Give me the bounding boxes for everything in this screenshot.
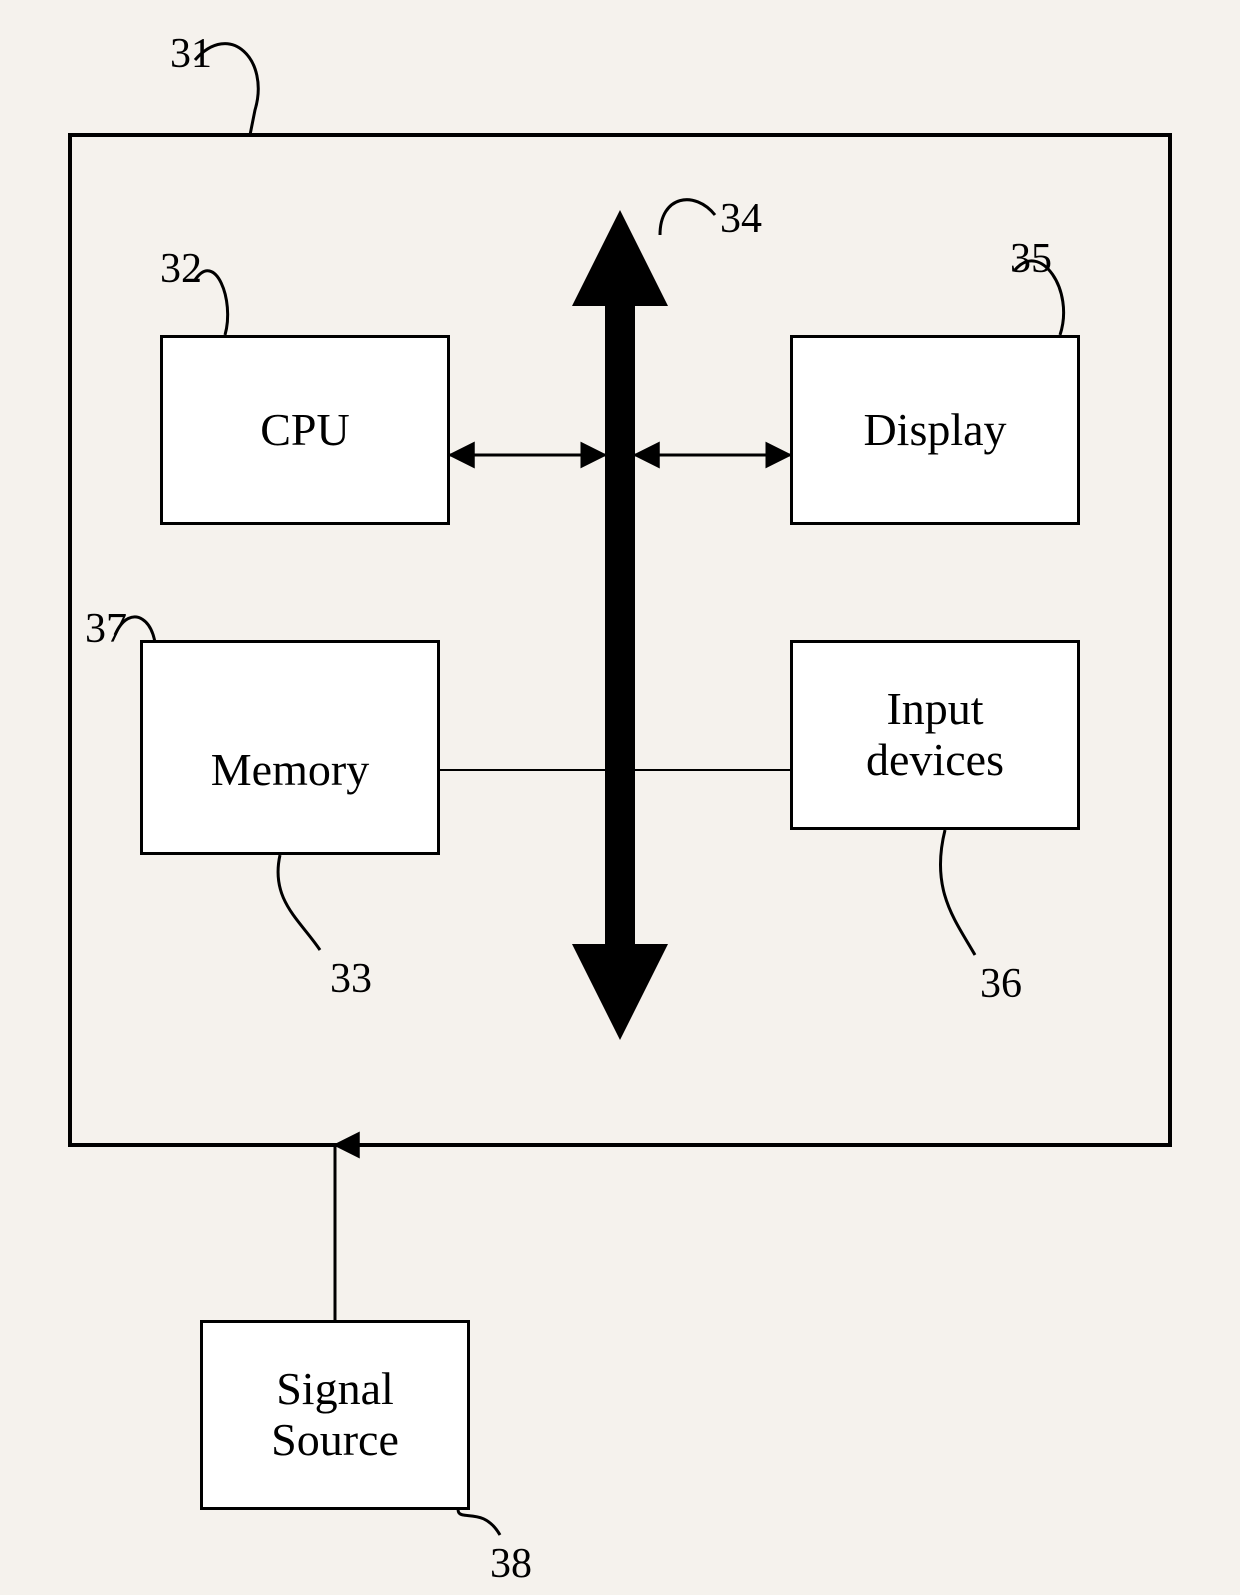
- block-cpu: CPU: [160, 335, 450, 525]
- diagram-root: CPU Display Memory Input devices Signal Sour…: [0, 0, 1240, 1595]
- ref-label-r38: 38: [490, 1540, 532, 1588]
- ref-label-r35: 35: [1010, 235, 1052, 283]
- ref-label-r32: 32: [160, 245, 202, 293]
- block-memory: Memory: [140, 640, 440, 855]
- block-signal: Signal Source: [200, 1320, 470, 1510]
- ref-label-r31: 31: [170, 30, 212, 78]
- block-input: Input devices: [790, 640, 1080, 830]
- block-signal-label: Signal Source: [271, 1364, 399, 1465]
- ref-label-r36: 36: [980, 960, 1022, 1008]
- ref-label-r37: 37: [85, 605, 127, 653]
- ref-label-r33: 33: [330, 955, 372, 1003]
- ref-label-r34: 34: [720, 195, 762, 243]
- block-display: Display: [790, 335, 1080, 525]
- block-memory-label: Memory: [211, 745, 369, 796]
- block-display-label: Display: [863, 405, 1006, 456]
- block-cpu-label: CPU: [260, 405, 349, 456]
- block-input-label: Input devices: [866, 684, 1004, 785]
